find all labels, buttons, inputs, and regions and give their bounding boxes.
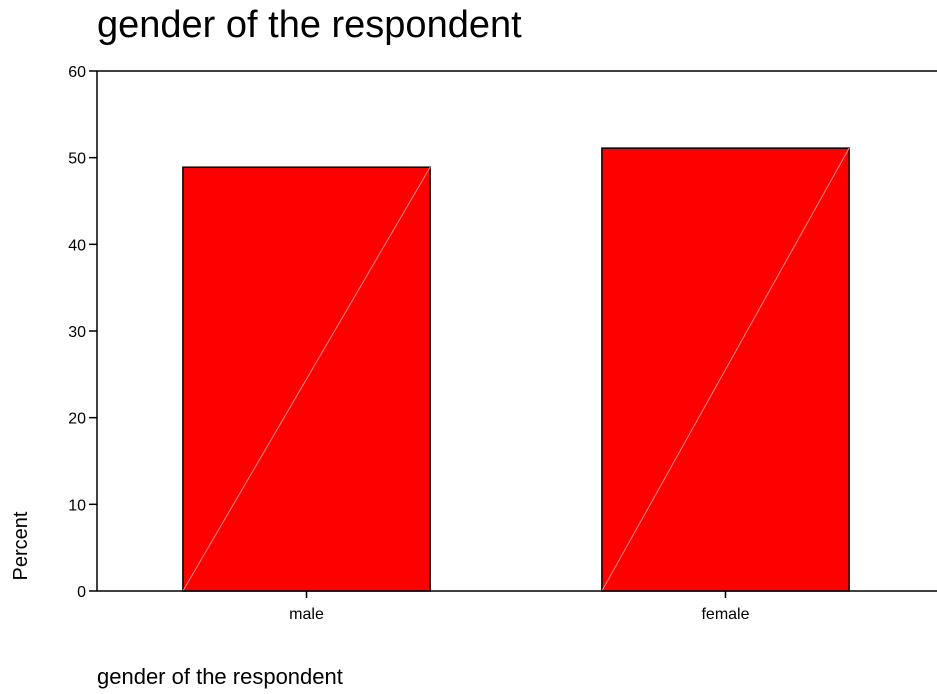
y-tick-label: 50 — [68, 151, 86, 168]
bar-hatch-line — [601, 147, 850, 592]
y-tick-label: 0 — [77, 584, 86, 601]
y-axis-label: Percent — [10, 511, 32, 581]
y-tick-label: 30 — [68, 324, 86, 341]
y-tick-label: 10 — [68, 497, 86, 514]
x-tick-label-male: male — [289, 606, 324, 623]
bars — [182, 147, 850, 592]
y-tick-label: 40 — [68, 237, 86, 254]
x-axis-label: gender of the respondent — [97, 664, 343, 689]
x-tick-label-female: female — [701, 606, 749, 623]
bar-hatch-line — [182, 166, 431, 592]
y-tick-label: 20 — [68, 411, 86, 428]
x-axis-ticks: male female — [289, 591, 750, 623]
chart-title: gender of the respondent — [97, 4, 522, 46]
y-axis-ticks: 0 10 20 30 40 50 60 — [68, 64, 97, 601]
y-tick-label: 60 — [68, 64, 86, 81]
plot-frame — [96, 70, 937, 592]
